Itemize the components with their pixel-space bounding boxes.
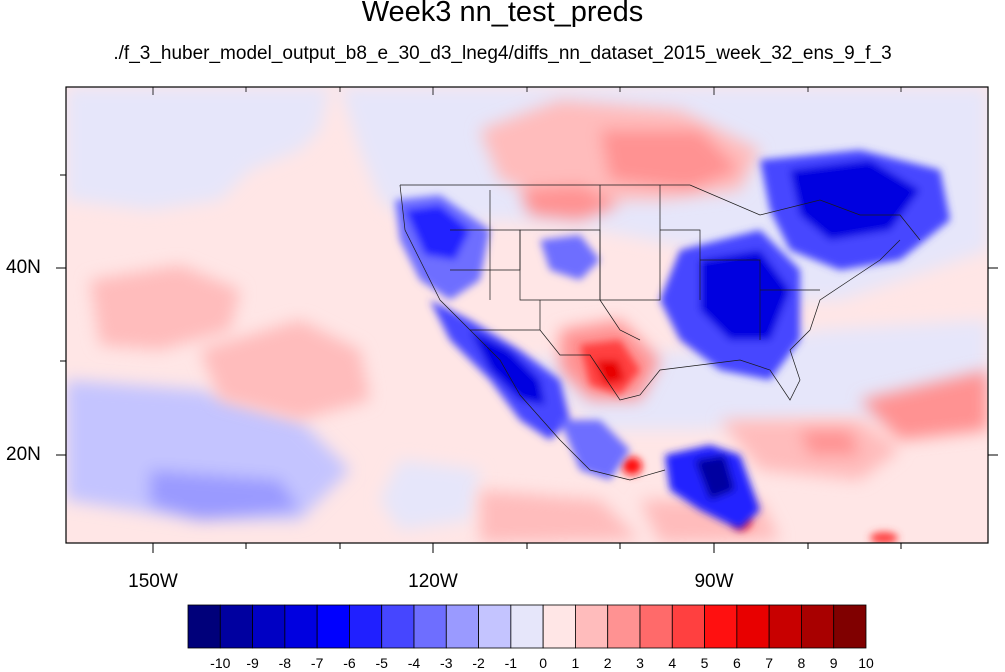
colorbar-label: 5 — [700, 655, 709, 671]
colorbar-swatch — [252, 604, 286, 649]
colorbar-swatch — [381, 604, 415, 649]
colorbar-swatch — [575, 604, 609, 649]
colorbar-swatch — [478, 604, 512, 649]
colorbar-label: 4 — [668, 655, 677, 671]
colorbar-label: -8 — [278, 655, 292, 671]
colorbar-swatch — [445, 604, 479, 649]
field-strong-positive — [580, 340, 898, 543]
colorbar-swatch — [704, 604, 738, 649]
colorbar-label: -9 — [246, 655, 259, 671]
colorbar-label: 1 — [571, 655, 580, 671]
colorbar-label: 8 — [797, 655, 806, 671]
lon-label-90w: 90W — [694, 571, 734, 592]
field-positive — [90, 100, 988, 543]
colorbar-label: -6 — [343, 655, 356, 671]
colorbar — [187, 604, 867, 649]
colorbar-label: 10 — [858, 655, 874, 671]
colorbar-swatch — [187, 604, 221, 649]
colorbar-swatch — [639, 604, 673, 649]
colorbar-swatch — [671, 604, 705, 649]
colorbar-swatch — [316, 604, 350, 649]
colorbar-label: 0 — [539, 655, 548, 671]
state-boundaries — [399, 184, 921, 481]
lon-label-120w: 120W — [408, 571, 458, 592]
colorbar-label: 2 — [603, 655, 612, 671]
colorbar-label: -1 — [504, 655, 518, 671]
colorbar-swatch — [349, 604, 383, 649]
colorbar-swatch — [542, 604, 576, 649]
colorbar-label: 7 — [765, 655, 774, 671]
colorbar-swatch — [833, 604, 867, 649]
colorbar-swatch — [284, 604, 318, 649]
colorbar-swatch — [736, 604, 770, 649]
colorbar-label: 6 — [732, 655, 741, 671]
colorbar-label: 9 — [829, 655, 838, 671]
lon-label-150w: 150W — [128, 571, 178, 592]
colorbar-label: -10 — [210, 655, 231, 671]
axis-ticks — [56, 174, 998, 553]
map-plot-area — [66, 87, 988, 543]
colorbar-label: -3 — [440, 655, 453, 671]
colorbar-swatch — [413, 604, 447, 649]
lat-label-20n: 20N — [6, 444, 41, 465]
field-strong-negative — [395, 150, 950, 530]
colorbar-label: -2 — [472, 655, 485, 671]
colorbar-swatch — [768, 604, 802, 649]
map-title: Week3 nn_test_preds — [361, 0, 644, 28]
lat-label-40n: 40N — [6, 257, 41, 278]
colorbar-label: 3 — [636, 655, 644, 671]
map-tick-marks — [152, 87, 902, 95]
map-subtitle: ./f_3_huber_model_output_b8_e_30_d3_lneg… — [113, 43, 892, 64]
colorbar-swatch — [801, 604, 835, 649]
colorbar-label: -7 — [310, 655, 324, 671]
colorbar-swatch — [219, 604, 253, 649]
colorbar-swatch — [607, 604, 641, 649]
colorbar-label: -5 — [375, 655, 388, 671]
colorbar-label: -4 — [407, 655, 421, 671]
colorbar-swatch — [510, 604, 544, 649]
